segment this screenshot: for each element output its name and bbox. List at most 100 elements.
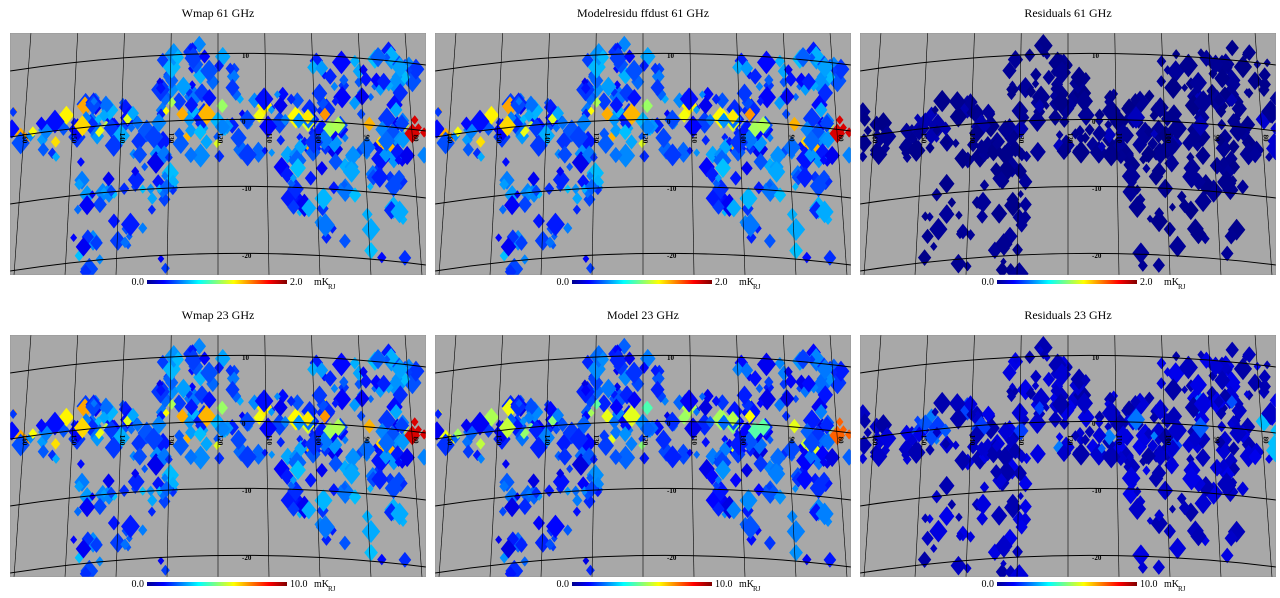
colorbar — [572, 582, 712, 586]
latitude-label: -20 — [242, 252, 252, 260]
map: 100-10-201601501401301201101009080 — [429, 33, 856, 280]
longitude-label: 90 — [1213, 437, 1221, 445]
longitude-label: 120 — [1066, 133, 1074, 144]
longitude-label: 150 — [494, 435, 502, 446]
latitude-label: -20 — [667, 554, 677, 562]
longitude-label: 140 — [968, 435, 976, 446]
longitude-label: 110 — [690, 133, 698, 144]
longitude-label: 160 — [445, 435, 453, 446]
longitude-label: 110 — [1115, 133, 1123, 144]
longitude-label: 140 — [968, 133, 976, 144]
colorbar-max: 10.0 — [290, 579, 308, 590]
longitude-label: 130 — [592, 435, 600, 446]
colorbar — [997, 582, 1137, 586]
longitude-label: 110 — [1115, 435, 1123, 446]
latitude-label: -20 — [242, 554, 252, 562]
colorbar-min: 0.0 — [132, 579, 145, 590]
colorbar — [147, 280, 287, 284]
colorbar-min: 0.0 — [557, 277, 570, 288]
panel-title: Wmap 23 GHz — [182, 308, 255, 322]
longitude-label: 160 — [20, 435, 28, 446]
longitude-label: 110 — [265, 133, 273, 144]
longitude-label: 100 — [1164, 133, 1172, 144]
map-panel: Modelresidu ffdust 61 GHz 100 -10 -20 160 150… — [429, 6, 856, 291]
longitude-label: 130 — [1017, 133, 1025, 144]
longitude-label: 100 — [314, 133, 322, 144]
panel-title: Wmap 61 GHz — [182, 6, 255, 20]
colorbar-max: 2.0 — [290, 277, 303, 288]
latitude-label: 0 — [242, 118, 246, 126]
colorbar-unit-sub: RJ — [1178, 585, 1186, 593]
longitude-label: 100 — [314, 435, 322, 446]
longitude-label: 80 — [412, 135, 420, 143]
longitude-label: 160 — [445, 133, 453, 144]
longitude-label: 110 — [265, 435, 273, 446]
longitude-label: 90 — [788, 135, 796, 143]
longitude-label: 140 — [118, 133, 126, 144]
longitude-label: 120 — [216, 133, 224, 144]
map-panel: Residuals 61 GHz100-10-20160150140130120… — [855, 6, 1280, 291]
colorbar-max: 2.0 — [1140, 277, 1153, 288]
colorbar — [572, 280, 712, 284]
panel-title: Residuals 61 GHz — [1024, 6, 1111, 20]
colorbar-max: 10.0 — [1140, 579, 1158, 590]
longitude-label: 90 — [1213, 135, 1221, 143]
map: 100-10-201601501401301201101009080 — [855, 335, 1280, 587]
figure: Wmap 61 GHz100-10-2016015014013012011010… — [0, 0, 1280, 598]
colorbar-unit-sub: RJ — [753, 585, 761, 593]
longitude-label: 100 — [739, 435, 747, 446]
latitude-label: 0 — [242, 420, 246, 428]
longitude-label: 100 — [739, 133, 747, 144]
panel-title: Model 23 GHz — [607, 308, 679, 322]
latitude-label: 10 — [242, 354, 250, 362]
longitude-label: 160 — [870, 133, 878, 144]
map: 100-10-201601501401301201101009080 — [4, 33, 431, 280]
latitude-label: -20 — [667, 252, 677, 260]
latitude-label: 10 — [1092, 354, 1100, 362]
colorbar-min: 0.0 — [132, 277, 145, 288]
longitude-label: 140 — [543, 133, 551, 144]
colorbar-max: 10.0 — [715, 579, 733, 590]
panel-title: Modelresidu ffdust 61 GHz — [577, 6, 709, 20]
latitude-label: 10 — [242, 52, 250, 60]
longitude-label: 140 — [118, 435, 126, 446]
longitude-label: 150 — [919, 133, 927, 144]
map: 100-10-201601501401301201101009080 — [4, 335, 431, 582]
latitude-label: -10 — [242, 487, 252, 495]
latitude-label: 10 — [667, 354, 675, 362]
map-panel: Model 23 GHz100-10-201601501401301201101… — [429, 308, 856, 593]
longitude-label: 80 — [837, 437, 845, 445]
longitude-label: 80 — [1262, 437, 1270, 445]
colorbar — [147, 582, 287, 586]
latitude-label: -20 — [1092, 554, 1102, 562]
colorbar-unit-sub: RJ — [753, 283, 761, 291]
longitude-label: 160 — [20, 133, 28, 144]
longitude-label: 150 — [69, 133, 77, 144]
longitude-label: 110 — [690, 435, 698, 446]
colorbar-min: 0.0 — [557, 579, 570, 590]
longitude-label: 80 — [412, 437, 420, 445]
latitude-label: 10 — [667, 52, 675, 60]
latitude-label: 10 — [1092, 52, 1100, 60]
latitude-label: -20 — [1092, 252, 1102, 260]
longitude-label: 130 — [592, 133, 600, 144]
longitude-label: 130 — [167, 435, 175, 446]
latitude-label: 0 — [1092, 420, 1096, 428]
longitude-label: 160 — [870, 435, 878, 446]
colorbar-unit-sub: RJ — [328, 283, 336, 291]
colorbar-max: 2.0 — [715, 277, 728, 288]
longitude-label: 150 — [919, 435, 927, 446]
latitude-label: 0 — [667, 420, 671, 428]
longitude-label: 130 — [167, 133, 175, 144]
longitude-label: 140 — [543, 435, 551, 446]
longitude-label: 90 — [363, 135, 371, 143]
longitude-label: 90 — [363, 437, 371, 445]
colorbar-min: 0.0 — [982, 579, 995, 590]
latitude-label: -10 — [667, 185, 677, 193]
longitude-label: 150 — [494, 133, 502, 144]
colorbar-unit-sub: RJ — [1178, 283, 1186, 291]
longitude-label: 130 — [1017, 435, 1025, 446]
longitude-label: 150 — [69, 435, 77, 446]
longitude-label: 120 — [216, 435, 224, 446]
